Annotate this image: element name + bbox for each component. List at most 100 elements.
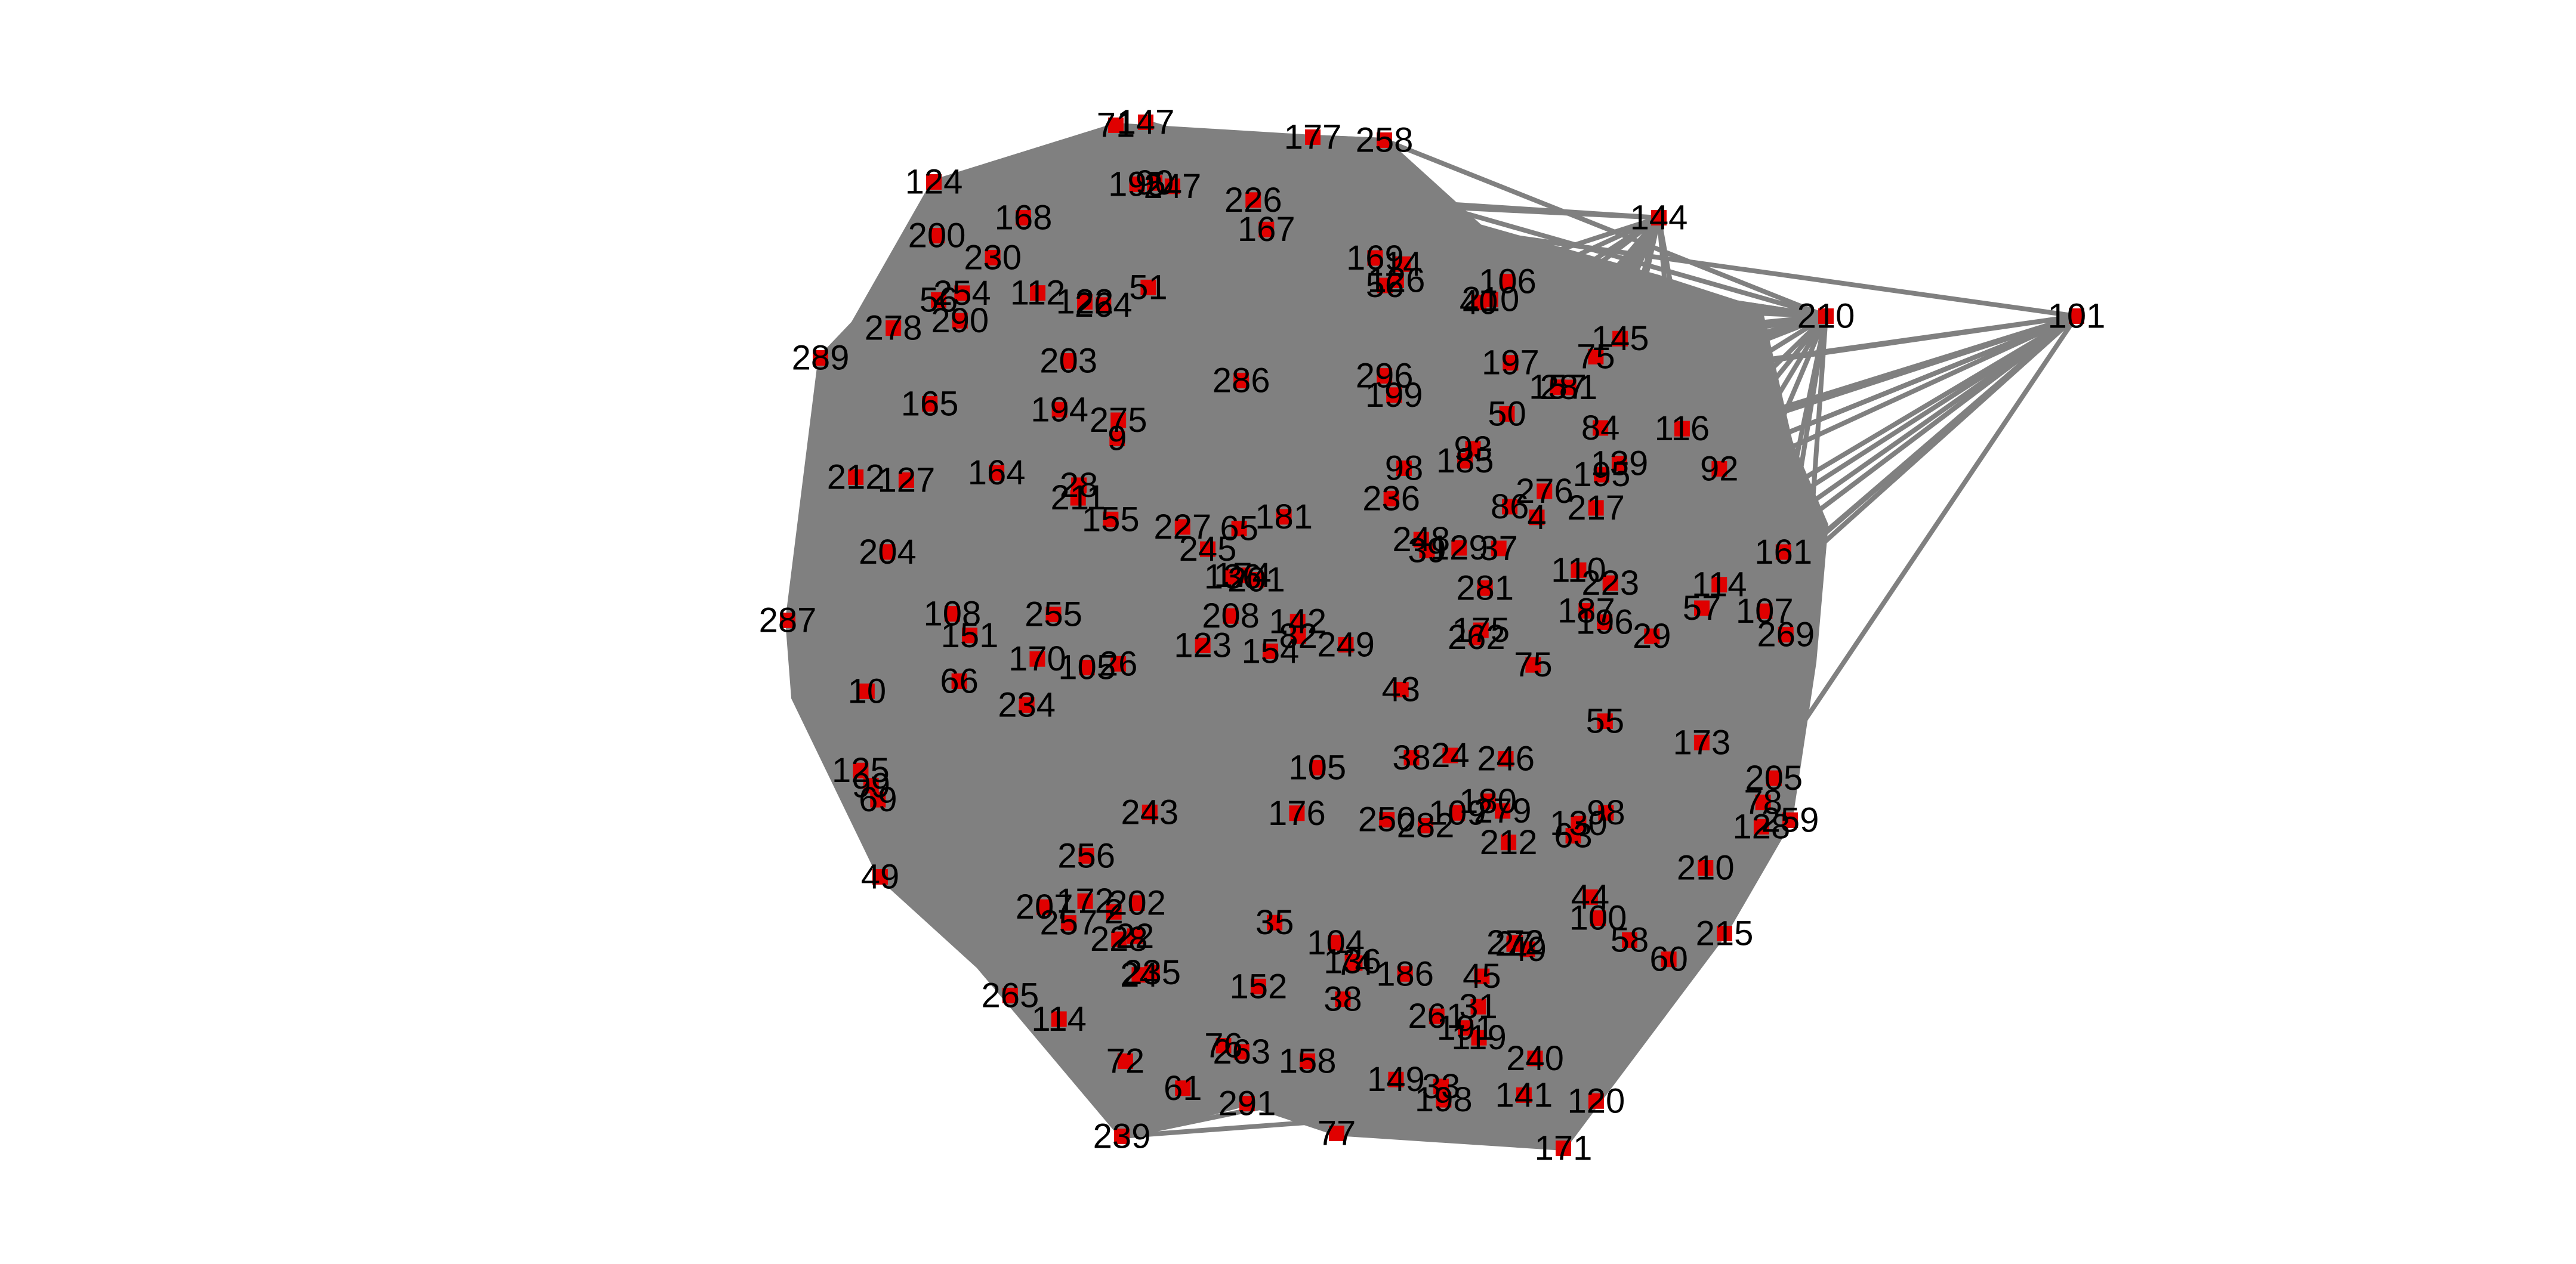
- node-label: 177: [1284, 118, 1342, 157]
- node-label: 217: [1567, 489, 1625, 527]
- graph-node: [1051, 401, 1068, 418]
- node-label: 223: [1581, 564, 1639, 602]
- node-label: 22: [1116, 917, 1155, 956]
- graph-node: [1755, 795, 1771, 811]
- node-label: 287: [759, 601, 817, 640]
- node-label: 112: [1010, 274, 1065, 313]
- graph-node: [1711, 577, 1727, 593]
- graph-node: [1248, 572, 1264, 588]
- graph-edge: [1042, 466, 1721, 910]
- graph-edge: [1383, 138, 1598, 359]
- graph-node: [1597, 614, 1613, 631]
- graph-node: [1602, 575, 1618, 591]
- node-label: 120: [1568, 1081, 1625, 1120]
- node-label: 105: [1288, 748, 1346, 787]
- node-label: 14: [1384, 245, 1423, 283]
- node-label: 286: [1213, 361, 1270, 400]
- graph-edge: [786, 618, 1599, 920]
- node-label: 38: [1324, 980, 1362, 1019]
- graph-edge: [1121, 1077, 1397, 1139]
- graph-node: [1383, 490, 1399, 506]
- graph-node: [1469, 629, 1485, 645]
- graph-node: [1499, 406, 1515, 422]
- node-label: 226: [1224, 181, 1282, 220]
- graph-node: [1164, 178, 1180, 194]
- graph-edge: [868, 320, 962, 786]
- graph-node: [1305, 129, 1321, 145]
- node-label: 9: [1107, 419, 1127, 458]
- node-label: 257: [1039, 904, 1097, 942]
- graph-edge: [855, 474, 1422, 542]
- graph-node: [1588, 348, 1604, 364]
- node-label: 26: [1099, 644, 1138, 683]
- graph-node: [1393, 682, 1409, 698]
- node-label: 75: [1577, 337, 1615, 376]
- node-label: 278: [865, 309, 923, 348]
- graph-edge: [885, 292, 965, 553]
- graph-node: [1471, 295, 1487, 311]
- graph-edge: [933, 180, 1787, 637]
- graph-edge: [1522, 741, 1704, 1096]
- node-label: 234: [998, 685, 1056, 724]
- graph-node: [1377, 277, 1393, 293]
- graph-edge: [1207, 546, 1702, 611]
- node-label: 230: [964, 238, 1022, 277]
- graph-node: [1114, 1129, 1130, 1144]
- node-label: 173: [1673, 723, 1731, 762]
- node-label: 90: [1136, 163, 1174, 202]
- node-label: 116: [1655, 409, 1710, 448]
- node-label: 249: [1317, 625, 1375, 664]
- graph-node: [1144, 965, 1160, 981]
- graph-node: [985, 249, 1001, 265]
- node-label: 198: [1415, 1080, 1473, 1119]
- graph-node: [1239, 1096, 1255, 1111]
- graph-node: [1418, 818, 1434, 834]
- graph-node: [1766, 770, 1782, 786]
- graph-node: [886, 320, 902, 336]
- node-label: 276: [1516, 472, 1574, 511]
- graph-node: [1245, 192, 1261, 208]
- graph-node: [859, 683, 875, 699]
- graph-node: [1436, 1092, 1452, 1108]
- node-label: 290: [931, 301, 989, 340]
- node-label: 125: [832, 751, 890, 790]
- graph-edge: [1296, 619, 1707, 870]
- graph-node: [1276, 509, 1292, 525]
- node-label: 175: [1452, 611, 1510, 650]
- graph-edge: [1207, 546, 1606, 724]
- graph-node: [1223, 608, 1239, 624]
- node-label: 78: [1744, 783, 1782, 822]
- graph-node: [1289, 613, 1306, 629]
- graph-node: [1347, 955, 1363, 971]
- graph-node: [1127, 928, 1143, 944]
- node-label: 74: [1335, 944, 1374, 982]
- graph-edge: [1704, 777, 1776, 870]
- graph-edge: [819, 356, 998, 475]
- node-label: 269: [1757, 615, 1815, 654]
- graph-node: [1076, 294, 1093, 310]
- node-label: 207: [1016, 888, 1073, 926]
- graph-edge: [1058, 960, 1356, 1022]
- graph-edge: [877, 797, 1438, 1019]
- graph-edge: [1316, 632, 1787, 770]
- graph-node: [1250, 978, 1266, 994]
- node-label: 77: [1318, 1114, 1356, 1153]
- graph-node: [1644, 628, 1660, 644]
- node-label: 191: [1437, 1009, 1495, 1047]
- graph-edge: [820, 283, 1386, 360]
- node-label: 141: [1495, 1076, 1553, 1114]
- node-label: 24: [1120, 956, 1159, 994]
- graph-node: [1775, 544, 1791, 560]
- node-label: 72: [1106, 1042, 1145, 1081]
- node-label: 39: [1408, 531, 1446, 570]
- graph-edge: [1392, 393, 1654, 638]
- graph-edge: [952, 611, 1775, 781]
- graph-edge: [1353, 634, 1654, 965]
- node-label: 211: [1050, 478, 1105, 517]
- node-label: 142: [1269, 602, 1326, 641]
- graph-node: [1300, 1053, 1316, 1070]
- node-label: 279: [1474, 792, 1532, 830]
- graph-edge: [1568, 314, 2077, 390]
- graph-edge: [877, 662, 1534, 802]
- graph-edge: [1082, 183, 1140, 303]
